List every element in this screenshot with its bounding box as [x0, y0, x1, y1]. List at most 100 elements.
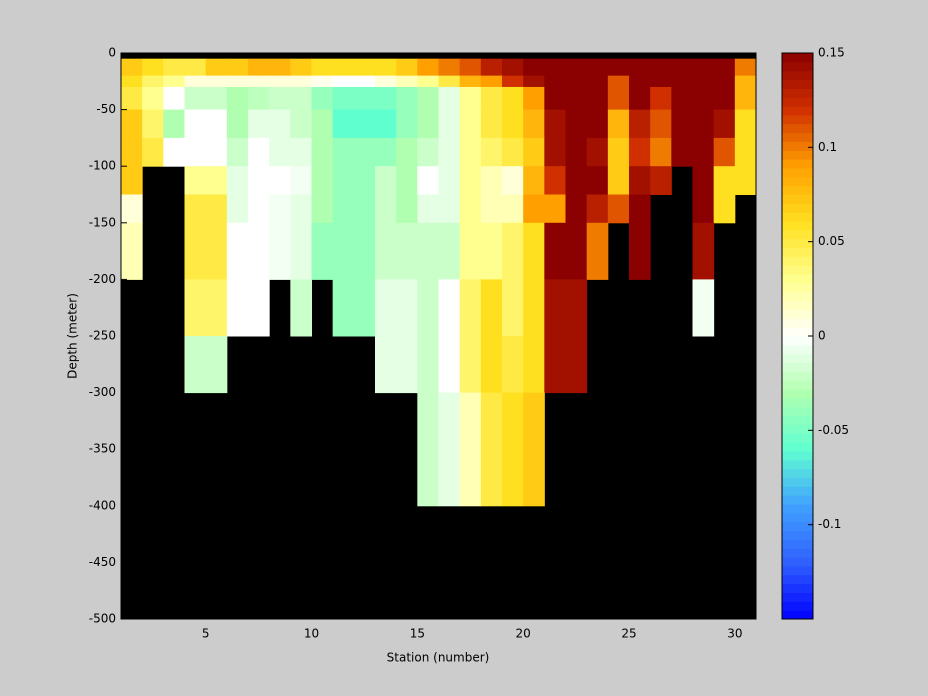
cell: [565, 137, 588, 167]
colorbar-tick-label: 0: [818, 329, 826, 343]
cell: [290, 109, 312, 139]
cell: [311, 194, 334, 224]
colorbar-step: [782, 150, 813, 160]
colorbar-step: [782, 468, 813, 478]
cell: [459, 58, 482, 77]
cell: [480, 109, 503, 139]
cell: [502, 194, 524, 224]
cell: [502, 392, 524, 507]
cell: [459, 166, 482, 195]
cell: [205, 75, 228, 88]
y-tick-label: -450: [89, 555, 116, 569]
cell: [205, 109, 228, 139]
cell: [248, 166, 270, 195]
colorbar-step: [782, 141, 813, 151]
cell: [438, 166, 461, 195]
cell: [332, 166, 355, 195]
cell: [734, 75, 757, 88]
cell: [375, 166, 397, 195]
cell: [248, 75, 270, 88]
y-tick-label: -400: [89, 498, 116, 512]
cell: [417, 392, 439, 507]
cell: [396, 75, 418, 88]
colorbar-step: [782, 371, 813, 381]
colorbar-step: [782, 61, 813, 72]
cell: [586, 222, 609, 280]
cell: [417, 279, 439, 337]
cell: [121, 166, 143, 195]
cell: [459, 75, 482, 88]
cell: [629, 58, 651, 77]
cell: [226, 194, 249, 224]
cell: [523, 75, 545, 88]
cell: [671, 58, 693, 77]
cell: [629, 75, 651, 88]
cell: [142, 109, 164, 139]
cell: [353, 222, 376, 280]
y-tick-label: -350: [89, 442, 116, 456]
cell: [544, 279, 566, 337]
cell: [121, 109, 143, 139]
cell: [417, 166, 439, 195]
cell: [226, 279, 249, 337]
cell: [184, 109, 207, 139]
cell: [226, 222, 249, 280]
cell: [713, 194, 736, 224]
cell: [417, 58, 439, 77]
cell: [184, 222, 207, 280]
cell: [629, 86, 651, 111]
cell: [226, 166, 249, 195]
cell: [565, 86, 588, 111]
colorbar-step: [782, 486, 813, 496]
cell: [311, 166, 334, 195]
cell: [586, 166, 609, 195]
colorbar-step: [782, 221, 813, 231]
colorbar-step: [782, 282, 813, 293]
colorbar-step: [782, 548, 813, 558]
cell: [502, 222, 524, 280]
colorbar-step: [782, 167, 813, 178]
cell: [692, 86, 715, 111]
colorbar-step: [782, 309, 813, 319]
y-tick-label: -50: [96, 102, 116, 116]
cell: [163, 137, 185, 167]
cell: [290, 222, 312, 280]
cell: [650, 86, 672, 111]
cell: [163, 86, 185, 111]
cell: [142, 58, 164, 77]
colorbar-step: [782, 318, 813, 328]
colorbar-tick-label: 0.05: [818, 234, 845, 248]
cell: [290, 75, 312, 88]
cell: [565, 279, 588, 337]
cell: [417, 75, 439, 88]
x-tick-label: 10: [304, 627, 319, 641]
cell: [523, 109, 545, 139]
cell: [248, 222, 270, 280]
cell: [565, 222, 588, 280]
colorbar-step: [782, 557, 813, 567]
colorbar-step: [782, 132, 813, 142]
colorbar-step: [782, 610, 813, 620]
cell: [607, 58, 630, 77]
cell: [269, 86, 291, 111]
colorbar-step: [782, 521, 813, 532]
colorbar-step: [782, 79, 813, 89]
cell: [671, 109, 693, 139]
y-tick-label: -500: [89, 612, 116, 626]
cell: [438, 75, 461, 88]
colorbar-step: [782, 70, 813, 81]
cell: [523, 166, 545, 195]
cell: [248, 86, 270, 111]
y-tick-label: -300: [89, 385, 116, 399]
cell: [734, 109, 757, 139]
cell: [269, 137, 291, 167]
colorbar-step: [782, 53, 813, 63]
cell: [713, 137, 736, 167]
cell: [269, 222, 291, 280]
cell: [692, 58, 715, 77]
colorbar-step: [782, 88, 813, 98]
cell: [629, 166, 651, 195]
cell: [353, 58, 376, 77]
cell: [586, 86, 609, 111]
